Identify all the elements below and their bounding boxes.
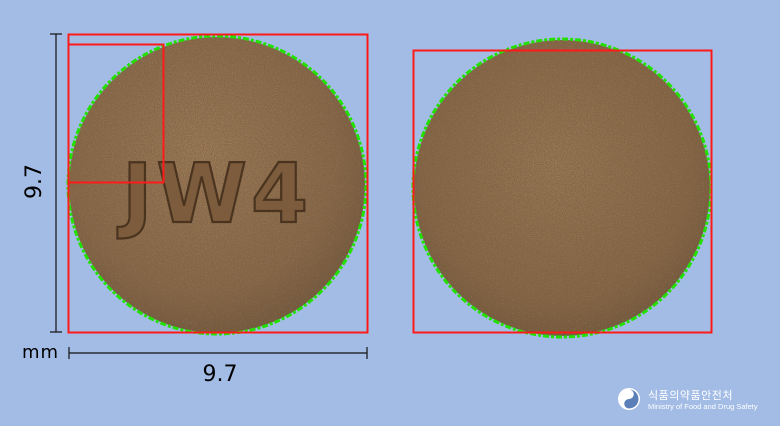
pill-imprint-text: JW4 [117, 147, 312, 242]
logo-english-text: Ministry of Food and Drug Safety [648, 402, 758, 411]
bbox-imprint-region [67, 43, 165, 184]
bbox-back [412, 49, 713, 334]
vertical-dimension-value: 9.7 [22, 164, 47, 199]
pill-front-texture-light [69, 37, 365, 333]
horizontal-dimension-value: 9.7 [202, 362, 238, 387]
horizontal-dimension-line [68, 347, 368, 359]
mfds-logo: 식품의약품안전처 Ministry of Food and Drug Safet… [618, 386, 768, 416]
unit-label: mm [22, 342, 60, 363]
mfds-emblem-icon [618, 388, 640, 410]
pill-front: JW4 [66, 34, 368, 336]
pill-front-contour [66, 34, 368, 336]
vertical-dimension-line [50, 33, 62, 333]
pill-back [411, 37, 713, 339]
logo-korean-text: 식품의약품안전처 [648, 389, 733, 402]
pill-back-texture-light [414, 40, 710, 336]
